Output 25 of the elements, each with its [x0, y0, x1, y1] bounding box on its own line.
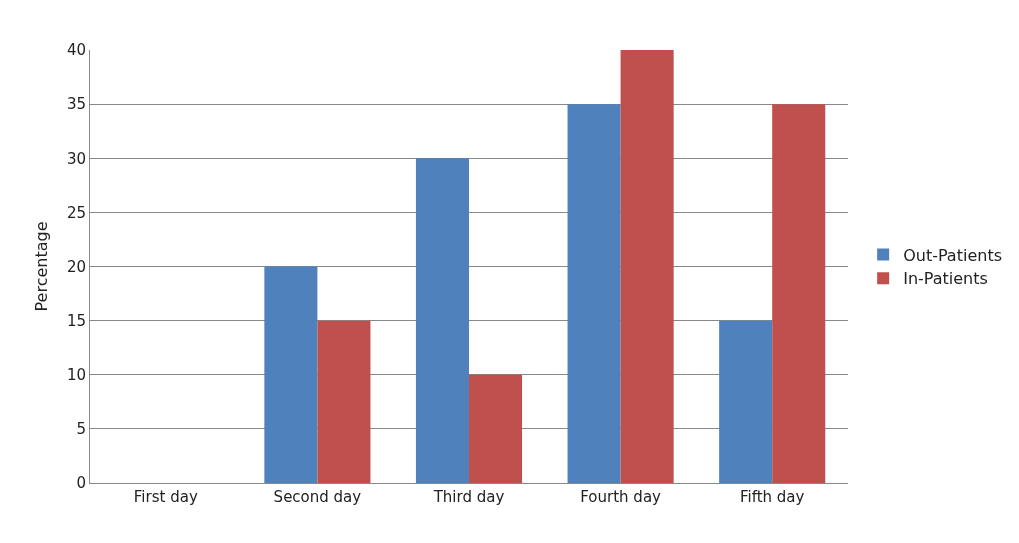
x-tick-label: First day — [133, 488, 198, 506]
bar — [264, 266, 318, 483]
y-tick-label: 10 — [66, 366, 86, 384]
y-tick-label: 0 — [76, 474, 86, 493]
y-tick-label: 35 — [66, 95, 86, 114]
bar — [620, 50, 674, 483]
y-tick-label: 30 — [66, 149, 86, 168]
x-tick-label: Second day — [273, 488, 362, 506]
y-axis-title: Percentage — [31, 221, 51, 312]
bar — [415, 158, 469, 483]
bar — [317, 320, 371, 483]
y-tick-label: 15 — [66, 311, 86, 330]
bar — [567, 104, 621, 483]
x-tick-label: Fifth day — [739, 488, 805, 506]
x-tick-label: Third day — [432, 488, 505, 506]
y-tick-label: 40 — [66, 41, 86, 60]
bar — [469, 374, 523, 483]
x-tick-label: Fourth day — [580, 488, 662, 506]
y-tick-label: 20 — [66, 257, 86, 276]
y-tick-label: 5 — [76, 420, 86, 439]
legend-label: Out-Patients — [903, 245, 1002, 265]
bar — [719, 320, 773, 483]
legend-label: In-Patients — [903, 269, 988, 289]
y-tick-label: 25 — [66, 203, 86, 222]
bar — [772, 104, 826, 483]
